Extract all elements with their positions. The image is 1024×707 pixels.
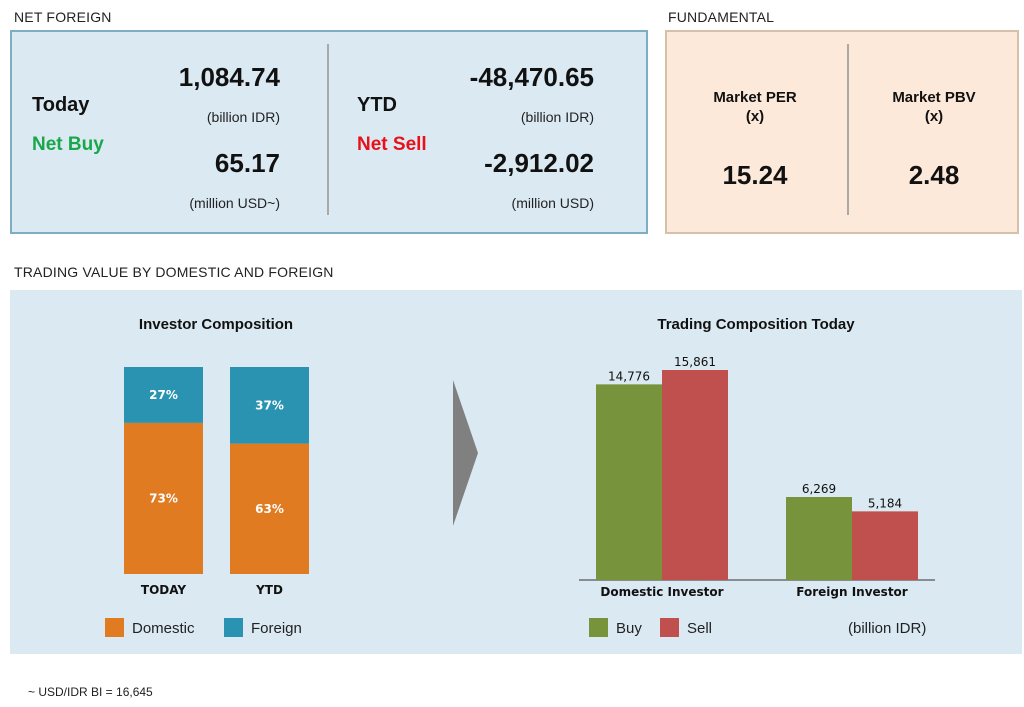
today-label: Today xyxy=(32,94,90,116)
bar-foreign-ytd xyxy=(230,367,309,444)
data-label-sell-foreign-investor: 5,184 xyxy=(868,496,902,510)
trading-composition-chart: 14,776 15,861 Domestic Investor 6,269 5,184 F… xyxy=(579,355,935,599)
today-idr-value: 1,084.74 xyxy=(178,62,280,92)
net-foreign-panel xyxy=(10,30,648,234)
net-foreign-divider xyxy=(327,44,329,215)
fundamental-divider xyxy=(847,44,849,215)
legend-foreign-swatch xyxy=(224,618,243,637)
category-label-foreign-investor: Foreign Investor xyxy=(796,585,908,599)
data-label-domestic-ytd: 63% xyxy=(255,502,284,516)
legend-buy-label: Buy xyxy=(616,620,642,637)
ytd-label: YTD xyxy=(357,94,397,116)
data-label-buy-foreign-investor: 6,269 xyxy=(802,482,836,496)
market-pbv-value: 2.48 xyxy=(908,160,960,190)
today-idr-unit: (billion IDR) xyxy=(206,109,280,125)
bar-sell-foreign-investor xyxy=(852,511,918,580)
data-label-foreign-ytd: 37% xyxy=(255,398,284,412)
today-usd-value: 65.17 xyxy=(214,148,280,178)
data-label-domestic-today: 73% xyxy=(149,491,178,505)
trading-composition-title: Trading Composition Today xyxy=(657,316,855,333)
data-label-foreign-today: 27% xyxy=(149,388,178,402)
today-usd-unit: (million USD~) xyxy=(189,195,280,211)
net-foreign-title: NET FOREIGN xyxy=(14,9,112,25)
legend-domestic-swatch xyxy=(105,618,124,637)
bar-foreign-today xyxy=(124,367,203,423)
fundamental-panel xyxy=(665,30,1019,234)
ytd-usd-unit: (million USD) xyxy=(511,195,594,211)
bar-buy-foreign-investor xyxy=(786,496,852,580)
investor-composition-title: Investor Composition xyxy=(138,316,294,333)
ytd-usd-value: -2,912.02 xyxy=(484,148,594,178)
bar-sell-domestic-investor xyxy=(662,370,728,580)
market-per-unit: (x) xyxy=(745,108,765,125)
today-net-buy-label: Net Buy xyxy=(32,134,104,155)
legend-sell-swatch xyxy=(660,618,679,637)
ytd-idr-value: -48,470.65 xyxy=(469,62,594,92)
data-label-buy-domestic-investor: 14,776 xyxy=(608,369,650,383)
legend-domestic-label: Domestic xyxy=(132,620,195,637)
market-pbv-unit: (x) xyxy=(924,108,944,125)
trading-value-title: TRADING VALUE BY DOMESTIC AND FOREIGN xyxy=(14,264,334,280)
ytd-net-sell-label: Net Sell xyxy=(357,134,427,155)
bar-domestic-today xyxy=(124,422,203,574)
market-pbv-label: Market PBV xyxy=(892,89,976,106)
market-per-value: 15.24 xyxy=(722,160,788,190)
market-per-label: Market PER xyxy=(713,89,797,106)
data-label-sell-domestic-investor: 15,861 xyxy=(674,355,716,369)
legend-sell-label: Sell xyxy=(687,620,713,637)
category-label-domestic-investor: Domestic Investor xyxy=(600,585,723,599)
usd-idr-footnote: ~ USD/IDR BI = 16,645 xyxy=(28,685,153,699)
category-label-ytd: YTD xyxy=(255,583,283,597)
fundamental-title: FUNDAMENTAL xyxy=(668,9,775,25)
bar-domestic-ytd xyxy=(230,443,309,574)
bar-buy-domestic-investor xyxy=(596,384,662,580)
arrow-right-icon xyxy=(453,380,478,526)
legend-foreign-label: Foreign xyxy=(251,620,302,637)
ytd-idr-unit: (billion IDR) xyxy=(520,109,594,125)
investor-composition-chart: 73% 27% TODAY 63% 37% YTD xyxy=(124,367,309,597)
unit-note: (billion IDR) xyxy=(848,620,927,637)
legend-buy-swatch xyxy=(589,618,608,637)
category-label-today: TODAY xyxy=(141,583,186,597)
